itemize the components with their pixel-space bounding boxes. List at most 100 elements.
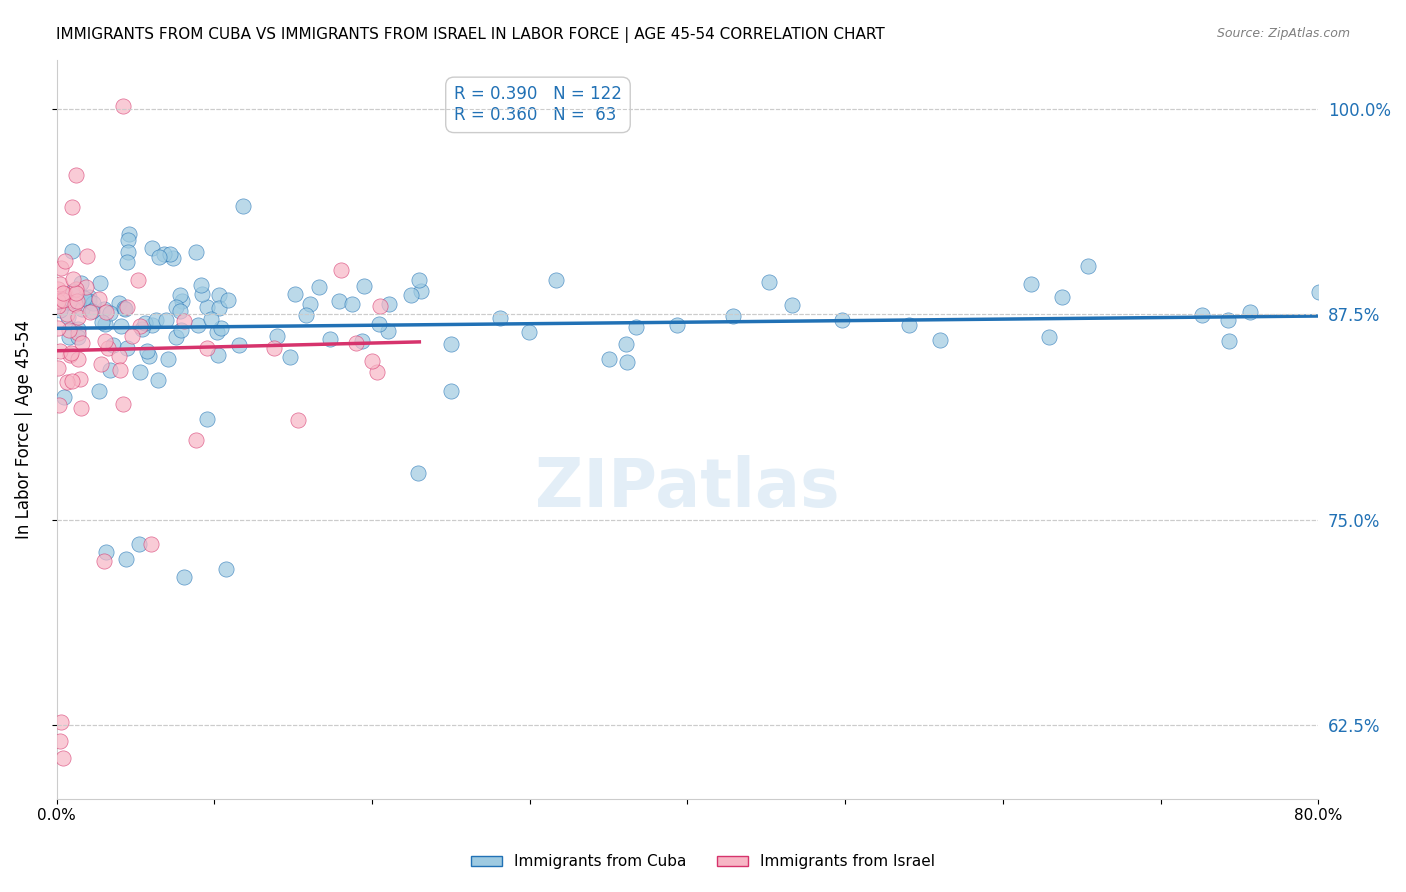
Point xyxy=(111,98,134,112)
Point xyxy=(115,300,138,314)
Point xyxy=(409,285,432,299)
Point xyxy=(360,354,382,368)
Point xyxy=(368,318,391,332)
Point xyxy=(170,323,193,337)
Point xyxy=(173,314,195,328)
Point xyxy=(46,282,69,296)
Point xyxy=(138,349,160,363)
Point xyxy=(128,537,150,551)
Point xyxy=(195,341,218,355)
Point xyxy=(97,341,120,355)
Point xyxy=(110,318,132,333)
Point xyxy=(58,323,80,337)
Point xyxy=(1038,330,1060,344)
Point xyxy=(49,303,72,318)
Legend: Immigrants from Cuba, Immigrants from Israel: Immigrants from Cuba, Immigrants from Is… xyxy=(465,848,941,875)
Point xyxy=(278,351,301,365)
Point xyxy=(67,352,90,367)
Point xyxy=(117,233,139,247)
Point xyxy=(67,326,90,340)
Point xyxy=(65,285,87,300)
Point xyxy=(330,263,353,277)
Point xyxy=(53,286,76,301)
Point xyxy=(1216,312,1239,326)
Point xyxy=(65,282,87,296)
Point xyxy=(48,398,70,412)
Point xyxy=(208,287,231,301)
Point xyxy=(190,278,212,293)
Point xyxy=(82,295,104,310)
Point xyxy=(73,291,96,305)
Point xyxy=(98,306,121,320)
Point xyxy=(928,333,950,347)
Point xyxy=(831,312,853,326)
Point xyxy=(308,280,330,294)
Point xyxy=(112,397,135,411)
Point xyxy=(56,376,79,390)
Point xyxy=(49,277,72,291)
Point xyxy=(165,330,187,344)
Point xyxy=(598,352,620,367)
Point xyxy=(368,299,391,313)
Point xyxy=(52,293,75,307)
Point xyxy=(406,467,429,481)
Point xyxy=(62,272,84,286)
Point xyxy=(70,302,93,317)
Point xyxy=(128,365,150,379)
Point xyxy=(155,313,177,327)
Point xyxy=(353,278,375,293)
Point xyxy=(186,244,208,259)
Point xyxy=(49,260,72,275)
Point xyxy=(266,329,288,343)
Point xyxy=(191,286,214,301)
Point xyxy=(217,293,239,308)
Point xyxy=(56,310,79,325)
Point xyxy=(287,413,309,427)
Point xyxy=(46,299,69,313)
Point xyxy=(401,288,423,302)
Point xyxy=(60,375,83,389)
Point xyxy=(49,734,72,748)
Point xyxy=(440,337,463,351)
Point xyxy=(46,360,69,375)
Point xyxy=(208,301,231,316)
Point xyxy=(69,372,91,386)
Point xyxy=(79,305,101,319)
Point xyxy=(70,277,93,291)
Point xyxy=(1019,277,1042,291)
Point xyxy=(146,373,169,387)
Point xyxy=(1308,285,1330,299)
Point xyxy=(377,324,399,338)
Text: R = 0.390   N = 122
R = 0.360   N =  63: R = 0.390 N = 122 R = 0.360 N = 63 xyxy=(454,86,621,124)
Point xyxy=(51,714,73,729)
Point xyxy=(134,316,156,330)
Point xyxy=(121,328,143,343)
Point xyxy=(62,285,84,299)
Point xyxy=(1218,334,1240,348)
Point xyxy=(46,321,69,335)
Point xyxy=(110,363,132,377)
Point xyxy=(195,300,218,314)
Point xyxy=(108,349,131,363)
Point xyxy=(91,315,114,329)
Point xyxy=(205,325,228,339)
Point xyxy=(94,545,117,559)
Point xyxy=(366,365,388,379)
Point xyxy=(153,246,176,260)
Point xyxy=(90,357,112,371)
Point xyxy=(67,322,90,336)
Point xyxy=(546,272,568,286)
Point xyxy=(340,297,363,311)
Point xyxy=(232,199,254,213)
Point xyxy=(156,352,179,367)
Point xyxy=(79,293,101,308)
Point xyxy=(53,253,76,268)
Point xyxy=(70,335,93,350)
Point xyxy=(115,255,138,269)
Text: Source: ZipAtlas.com: Source: ZipAtlas.com xyxy=(1216,27,1350,40)
Point xyxy=(70,401,93,415)
Point xyxy=(46,293,69,308)
Point xyxy=(58,294,80,309)
Point xyxy=(378,297,401,311)
Point xyxy=(295,308,318,322)
